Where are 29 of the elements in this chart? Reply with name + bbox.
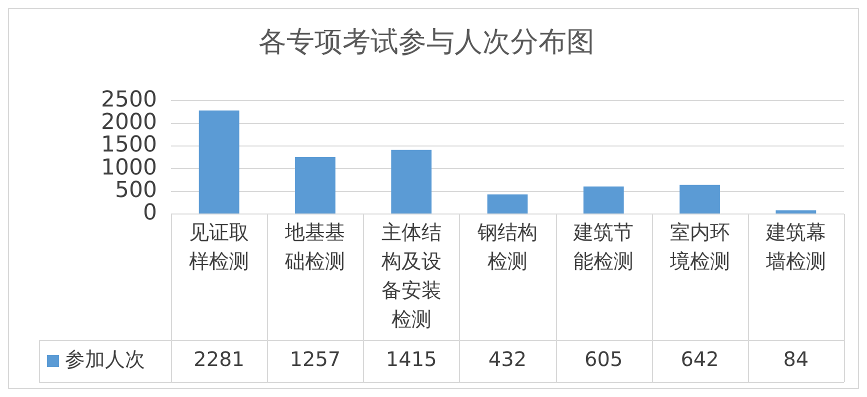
y-tick-label: 2000 [101,110,157,135]
bar [680,184,720,214]
x-tick-label: 主体结构及设备安装检测 [380,220,442,332]
bar [776,210,816,214]
y-tick-label: 2500 [101,87,157,112]
data-label: 605 [584,347,623,372]
y-tick-label: 0 [143,200,157,226]
x-tick-label: 钢结构检测 [476,220,538,274]
y-tick-label: 1000 [101,155,157,180]
legend-label: 参加人次 [65,347,145,372]
x-tick-label: 地基基础检测 [284,220,346,274]
x-tick-label: 见证取样检测 [189,220,250,274]
x-tick-label: 建筑节能检测 [572,220,634,274]
chart-title: 各专项考试参与人次分布图 [258,25,594,58]
bar [487,194,528,214]
bar [583,186,624,214]
x-tick-label: 室内环境检测 [668,220,730,274]
x-tick-label: 建筑幕墙检测 [764,220,826,274]
data-label: 2281 [194,347,245,372]
data-label: 432 [488,347,527,372]
data-label: 642 [680,347,719,372]
bar [295,156,336,214]
data-label: 1257 [290,347,341,372]
y-tick-label: 500 [115,178,157,204]
data-label: 84 [783,347,809,372]
bar [391,150,432,214]
y-tick-label: 1500 [101,132,157,158]
bar [198,110,240,214]
data-label: 1415 [386,347,437,372]
